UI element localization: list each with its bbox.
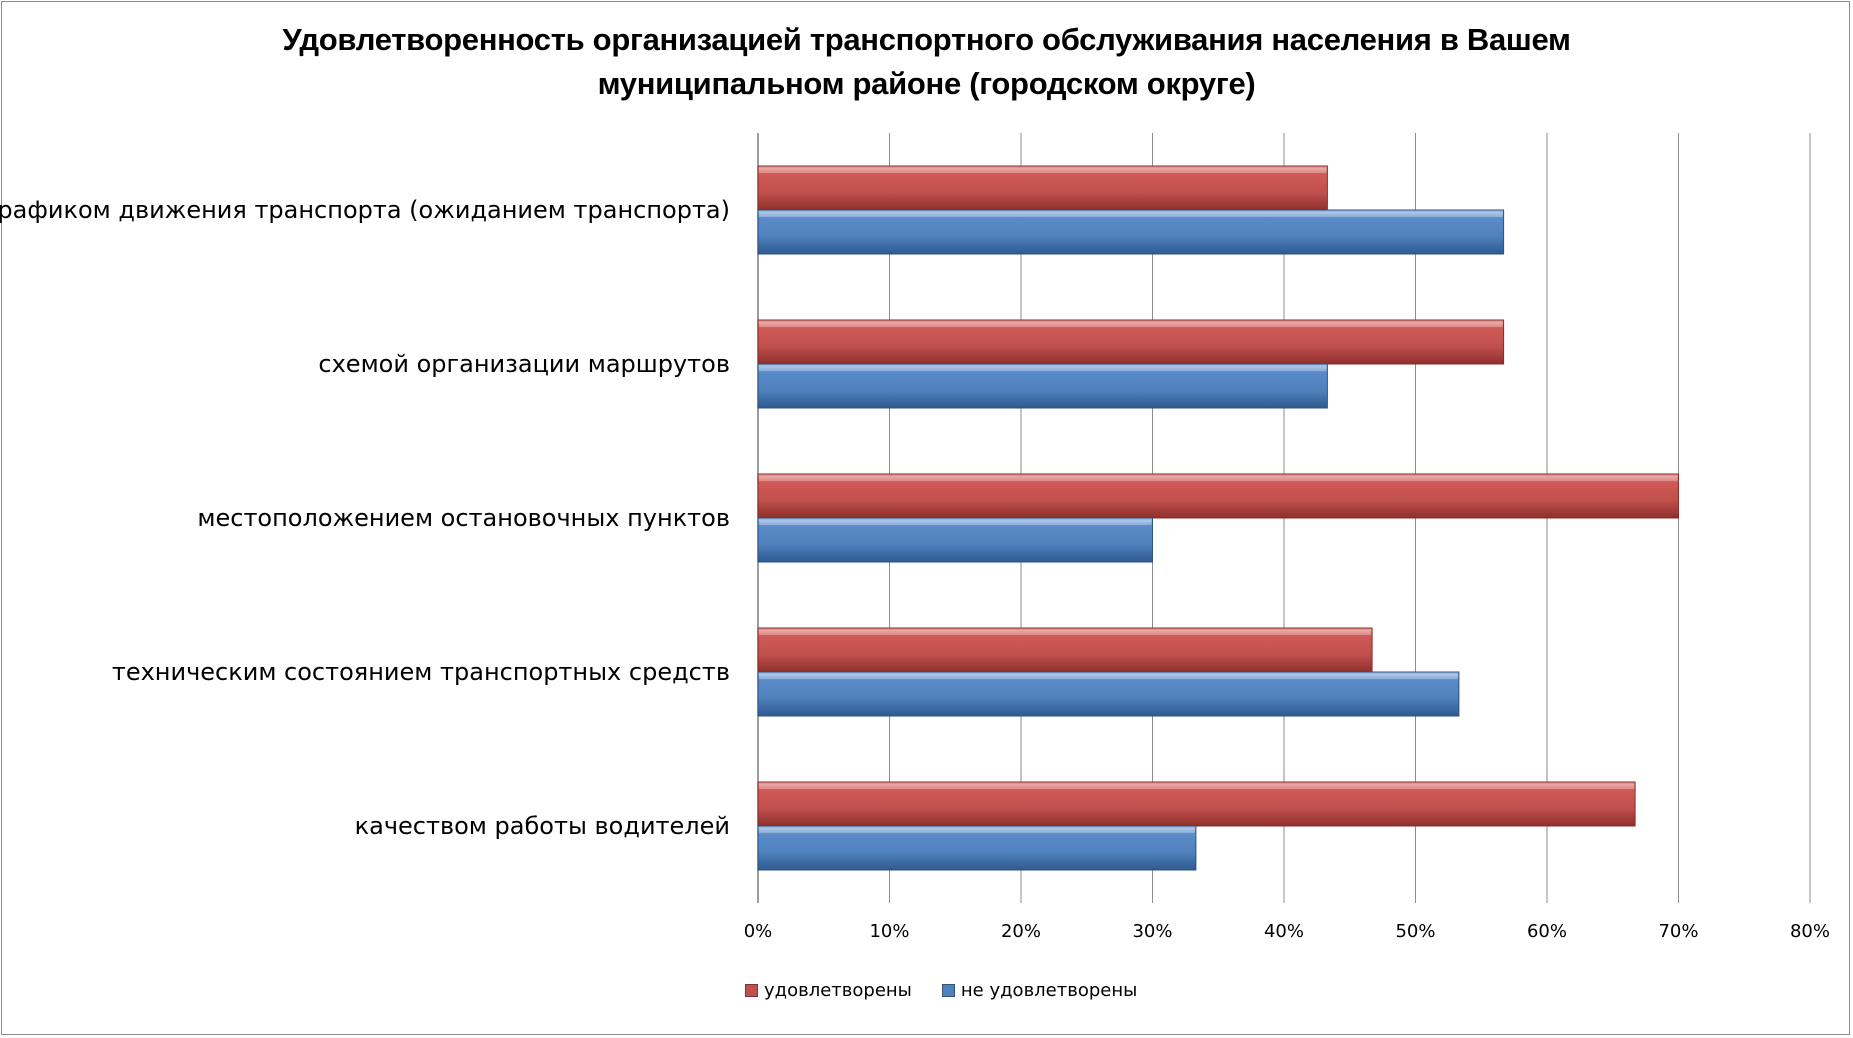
legend-label-not-satisfied: не удовлетворены (960, 980, 1138, 1001)
x-tick-label: 60% (1527, 921, 1567, 942)
x-tick-label: 40% (1264, 921, 1304, 942)
category-label: техническим состоянием транспортных сред… (112, 658, 730, 686)
x-tick-label: 50% (1395, 921, 1435, 942)
legend-item-satisfied: удовлетворены (745, 980, 912, 1001)
bar-not-satisfied (757, 825, 1197, 871)
x-tick-label: 20% (1001, 921, 1041, 942)
x-tick-label: 10% (869, 921, 909, 942)
bar-satisfied (757, 319, 1505, 365)
x-tick-label: 80% (1790, 921, 1830, 942)
category-label: местоположением остановочных пунктов (197, 504, 730, 532)
bar-highlight (759, 366, 1327, 371)
category-label: качеством работы водителей (355, 812, 730, 840)
bar-satisfied (757, 781, 1636, 827)
legend-label-satisfied: удовлетворены (764, 980, 912, 1001)
bar-highlight (759, 212, 1503, 217)
bar-highlight (759, 674, 1458, 679)
x-tick-label: 30% (1132, 921, 1172, 942)
legend-swatch-not-satisfied (941, 984, 955, 997)
bar-not-satisfied (757, 363, 1328, 409)
x-tick-label: 70% (1658, 921, 1698, 942)
chart-title-line-2: муниципальном районе (городском округе) (597, 66, 1256, 101)
legend: удовлетворены не удовлетворены (745, 980, 1137, 1001)
bar-highlight (759, 630, 1372, 635)
bar-highlight (759, 784, 1635, 789)
category-label: графиком движения транспорта (ожиданием … (0, 196, 730, 224)
chart-title: Удовлетворенность организацией транспорт… (0, 18, 1853, 106)
bar-not-satisfied (757, 671, 1460, 717)
category-labels: графиком движения транспорта (ожиданием … (0, 196, 730, 840)
bar-satisfied (757, 473, 1679, 519)
bars-layer (757, 165, 1679, 871)
chart-title-line-1: Удовлетворенность организацией транспорт… (282, 22, 1571, 57)
bar-not-satisfied (757, 517, 1153, 563)
legend-swatch-satisfied (745, 984, 758, 997)
legend-item-not-satisfied: не удовлетворены (941, 980, 1138, 1001)
bar-highlight (759, 168, 1327, 173)
x-tick-label: 0% (744, 921, 773, 942)
bar-highlight (759, 322, 1503, 327)
bar-highlight (759, 520, 1152, 525)
bar-not-satisfied (757, 209, 1505, 255)
category-label: схемой организации маршрутов (318, 350, 730, 378)
bar-highlight (759, 476, 1678, 481)
bar-highlight (759, 828, 1195, 833)
x-axis-ticks: 0% 10% 20% 30% 40% 50% 60% 70% 80% (744, 921, 1830, 942)
